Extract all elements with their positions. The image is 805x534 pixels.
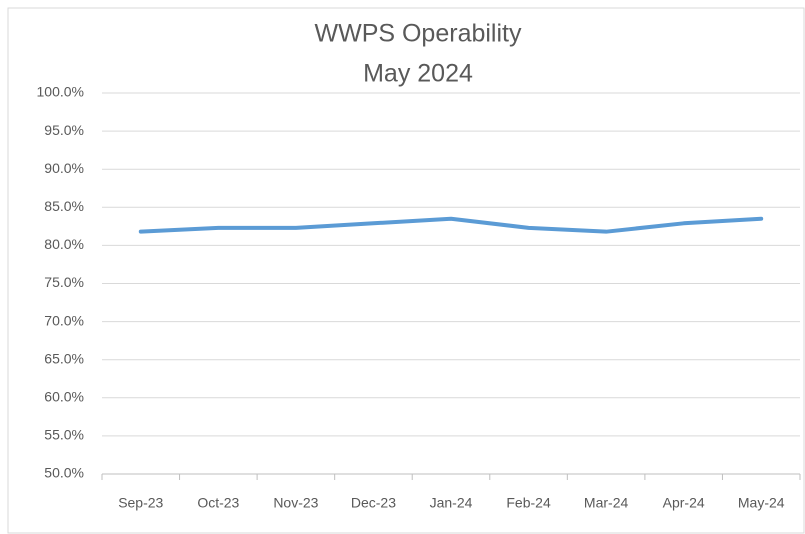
x-tick-label: Apr-24: [663, 495, 705, 511]
data-line: [138, 216, 764, 234]
x-tick-label: Nov-23: [273, 495, 318, 511]
y-tick-label: 80.0%: [44, 236, 84, 252]
y-tick-label: 95.0%: [44, 122, 84, 138]
x-tick-label: May-24: [738, 495, 785, 511]
x-tick-label: Jan-24: [430, 495, 473, 511]
y-tick-label: 75.0%: [44, 274, 84, 290]
x-tick-label: Feb-24: [506, 495, 551, 511]
y-tick-label: 85.0%: [44, 198, 84, 214]
x-tick-label: Dec-23: [351, 495, 396, 511]
x-tick-label: Oct-23: [197, 495, 239, 511]
chart-title: WWPS Operability: [315, 20, 522, 48]
y-tick-label: 70.0%: [44, 312, 84, 328]
y-tick-label: 100.0%: [37, 84, 84, 100]
y-tick-label: 55.0%: [44, 427, 84, 443]
y-tick-label: 65.0%: [44, 350, 84, 366]
x-tick-label: Sep-23: [118, 495, 163, 511]
chart-subtitle: May 2024: [363, 60, 473, 88]
x-tick-label: Mar-24: [584, 495, 629, 511]
y-tick-label: 50.0%: [44, 465, 84, 481]
y-tick-label: 90.0%: [44, 160, 84, 176]
chart-border: [7, 7, 805, 534]
y-tick-label: 60.0%: [44, 389, 84, 405]
